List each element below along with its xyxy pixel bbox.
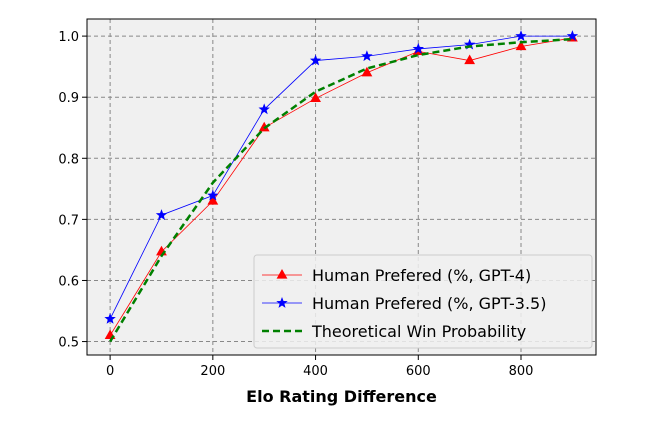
y-tick-label: 0.9: [58, 91, 79, 106]
legend-label: Theoretical Win Probability: [311, 322, 526, 341]
data-point-star: [515, 30, 527, 41]
x-tick-label: 600: [406, 364, 431, 379]
legend-star-marker: [276, 297, 288, 308]
data-point-star: [566, 30, 579, 41]
data-point-triangle: [258, 121, 270, 132]
data-point-triangle: [310, 92, 321, 103]
series-line-1: [109, 35, 573, 320]
x-tick-label: 200: [200, 364, 225, 379]
x-tick-label: 400: [303, 364, 328, 379]
plot-frame: [86, 18, 597, 356]
y-tick-label: 0.8: [58, 152, 79, 167]
y-tick-label: 0.6: [58, 274, 79, 289]
data-point-star: [207, 189, 219, 201]
x-tick-label: 800: [509, 364, 534, 379]
data-point-triangle: [515, 40, 527, 51]
legend-label: Human Prefered (%, GPT-4): [312, 266, 531, 285]
data-point-triangle: [207, 195, 219, 205]
data-point-star: [155, 209, 168, 220]
data-point-star: [104, 313, 116, 324]
legend-triangle-marker: [276, 269, 288, 279]
x-axis-label: Elo Rating Difference: [246, 387, 437, 406]
y-tick-label: 0.7: [58, 213, 79, 228]
data-point-triangle: [361, 66, 373, 77]
series-line-0: [109, 37, 573, 336]
data-point-star: [412, 42, 424, 54]
legend-label: Human Prefered (%, GPT-3.5): [312, 294, 546, 313]
data-point-star: [258, 103, 270, 115]
data-point-triangle: [464, 54, 476, 65]
series-line-2: [109, 37, 573, 343]
y-tick-label: 1.0: [58, 30, 79, 45]
y-tick-label: 0.5: [58, 336, 79, 351]
legend: [253, 254, 593, 349]
data-point-star: [361, 50, 373, 62]
x-tick-label: 0: [106, 364, 114, 379]
data-point-star: [309, 54, 322, 66]
data-point-star: [463, 38, 476, 50]
